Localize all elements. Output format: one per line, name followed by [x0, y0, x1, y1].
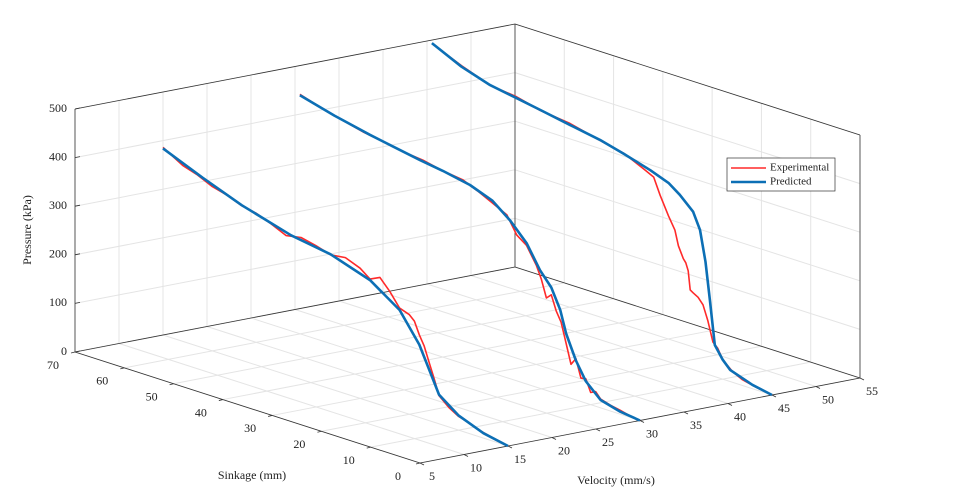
grid-line	[514, 120, 861, 233]
z-tick	[74, 156, 81, 158]
grid-line	[426, 283, 773, 396]
legend-label: Experimental	[770, 162, 829, 174]
x-tick	[859, 377, 865, 381]
grid-line	[124, 282, 565, 369]
z-tick	[74, 107, 81, 110]
y-tick	[120, 367, 125, 370]
x-tick	[419, 462, 425, 466]
y-tick	[317, 430, 322, 433]
x-tick-label: 35	[690, 418, 702, 432]
grid-line	[514, 169, 861, 282]
grid-line	[74, 72, 516, 159]
z-axis-label: Pressure (kPa)	[20, 195, 34, 265]
y-tick	[169, 383, 174, 386]
predicted-line	[162, 147, 509, 448]
x-tick	[815, 386, 821, 389]
grid-line	[74, 169, 516, 256]
z-tick	[74, 350, 81, 353]
x-tick-label: 5	[429, 469, 435, 483]
x-tick-label: 15	[514, 452, 526, 466]
legend-box	[726, 157, 836, 192]
grid-line	[162, 334, 509, 447]
y-tick	[268, 415, 273, 417]
z-tick	[74, 204, 81, 207]
grid-line	[250, 317, 597, 430]
axis-edge	[74, 23, 516, 110]
x-tick-label: 55	[866, 384, 878, 398]
y-tick-label: 30	[244, 421, 256, 435]
y-tick	[70, 351, 76, 354]
x-tick-label: 45	[778, 401, 790, 415]
grid-line	[74, 120, 516, 207]
grid-line	[470, 275, 817, 387]
axis-edge	[514, 266, 861, 379]
grid-line	[118, 343, 465, 455]
x-tick-label: 10	[470, 460, 482, 474]
y-tick-label: 60	[96, 374, 108, 388]
x-tick	[463, 454, 469, 457]
x-tick-label: 50	[822, 392, 834, 406]
grid-line	[173, 298, 614, 385]
y-tick	[366, 446, 371, 449]
grid-line	[382, 292, 729, 404]
z-tick	[74, 253, 81, 256]
z-tick	[74, 302, 81, 304]
z-tick-label: 0	[61, 344, 67, 358]
z-tick-label: 200	[49, 247, 67, 261]
predicted-line	[299, 94, 641, 422]
z-tick-label: 400	[49, 149, 67, 163]
x-tick-label: 30	[646, 426, 658, 440]
axis-edge	[74, 351, 421, 464]
grid-line	[370, 361, 811, 448]
legend: Experimental Predicted	[726, 157, 836, 192]
y-tick	[218, 399, 223, 401]
z-tick-label: 100	[49, 295, 67, 309]
axis-edge	[74, 266, 516, 353]
x-tick-label: 25	[602, 435, 614, 449]
grid-line	[294, 309, 641, 421]
x-tick	[595, 428, 601, 432]
predicted-line	[431, 42, 773, 397]
x-tick-label: 40	[734, 409, 746, 423]
y-tick	[415, 462, 421, 465]
grid-line	[272, 329, 713, 416]
y-axis-label: Sinkage (mm)	[218, 468, 286, 482]
y-tick-label: 40	[195, 405, 207, 419]
x-axis-label: Velocity (mm/s)	[577, 473, 655, 487]
x-tick-label: 20	[558, 443, 570, 457]
grid-line	[206, 326, 553, 438]
x-tick	[683, 411, 689, 415]
grid	[74, 23, 861, 464]
x-tick	[551, 437, 557, 440]
axis-edge	[514, 23, 861, 136]
z-tick-label: 500	[49, 101, 67, 115]
grid-line	[338, 300, 685, 413]
y-tick-label: 20	[293, 437, 305, 451]
y-tick-label: 0	[395, 469, 401, 483]
grid-line	[74, 217, 516, 304]
y-tick-label: 70	[47, 358, 59, 372]
experimental-line	[162, 146, 509, 447]
grid-line	[222, 314, 663, 401]
experimental-line	[299, 93, 641, 422]
grid-line	[321, 345, 762, 432]
z-tick-label: 300	[49, 198, 67, 212]
x-tick	[771, 394, 777, 398]
x-tick	[727, 403, 733, 406]
x-tick	[639, 420, 645, 423]
y-tick-label: 10	[343, 453, 355, 467]
grid-line	[514, 217, 861, 330]
legend-label: Predicted	[770, 176, 812, 188]
x-tick	[507, 445, 513, 449]
experimental-line	[431, 42, 773, 396]
y-tick-label: 50	[146, 389, 158, 403]
